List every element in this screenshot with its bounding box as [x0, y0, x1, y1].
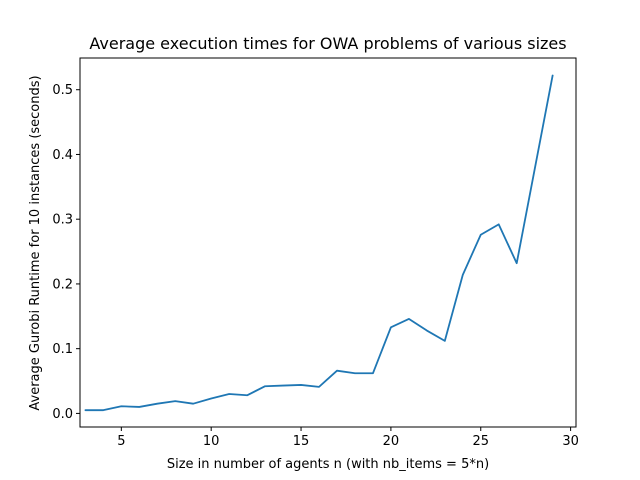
chart-title: Average execution times for OWA problems…	[89, 34, 566, 53]
x-tick-label: 30	[562, 434, 579, 449]
series-line	[84, 74, 554, 412]
axes-frame	[79, 57, 577, 428]
y-axis-ticks: 0.0 0.1 0.2 0.3 0.4 0.5	[52, 83, 80, 422]
y-tick-label: 0.2	[52, 277, 73, 292]
y-axis-label: Average Gurobi Runtime for 10 instances …	[28, 75, 43, 410]
x-axis-label: Size in number of agents n (with nb_item…	[167, 457, 489, 472]
x-tick-label: 20	[383, 434, 400, 449]
x-tick-label: 5	[117, 434, 125, 449]
y-tick-label: 0.0	[52, 407, 73, 422]
x-tick-label: 15	[293, 434, 310, 449]
y-tick-label: 0.5	[52, 83, 73, 98]
y-tick-label: 0.4	[52, 148, 73, 163]
x-axis-ticks: 5 10 15 20 25 30	[117, 427, 579, 449]
y-tick-label: 0.1	[52, 342, 73, 357]
x-tick-label: 25	[472, 434, 489, 449]
x-tick-label: 10	[203, 434, 220, 449]
plot-area	[84, 74, 554, 412]
y-tick-label: 0.3	[52, 213, 73, 228]
